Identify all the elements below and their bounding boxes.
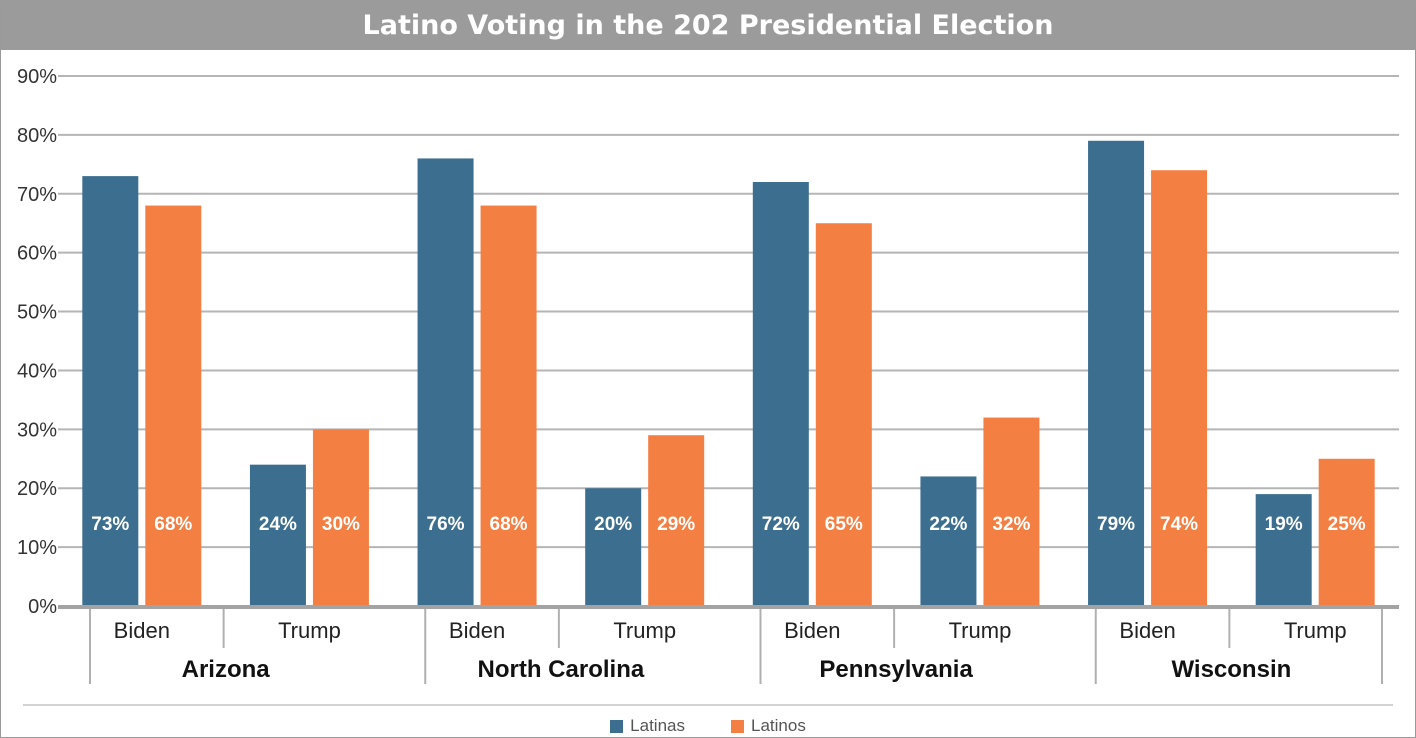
bar [1151,170,1208,606]
y-tick-label: 0% [28,596,57,618]
data-label: 32% [992,514,1030,535]
bar [815,223,872,606]
bar [920,476,977,606]
data-label: 73% [91,514,129,535]
legend-label-latinos: Latinos [751,716,806,735]
bar [417,158,474,606]
y-tick-label: 30% [17,419,57,441]
bar [145,205,202,607]
bar [82,176,139,606]
y-tick-label: 40% [17,360,57,382]
data-label: 72% [762,514,800,535]
legend-swatch-latinas [610,719,624,733]
data-label: 79% [1097,514,1135,535]
bar [1088,140,1145,606]
group-label: Pennsylvania [819,656,973,683]
legend-swatch-latinos [731,719,744,733]
data-label: 20% [594,514,632,535]
bar [1255,494,1312,606]
data-label: 74% [1160,514,1198,535]
y-tick-label: 50% [17,302,57,324]
data-label: 19% [1265,514,1303,535]
y-tick-label: 90% [17,66,57,88]
bar-chart: 0% 10% 20% 30% 40% 50% 60% 70% 80% 90% 73% 68% 24% 30… [17,66,1399,706]
y-tick-label: 10% [17,537,57,559]
legend-item-latinas: Latinas [610,716,685,736]
legend: Latinas Latinos [1,715,1415,737]
x-tick-label: Trump [278,618,341,643]
data-label: 68% [154,514,192,535]
data-label: 24% [259,514,297,535]
y-tick-label: 80% [17,125,57,147]
y-tick-label: 60% [17,243,57,265]
y-tick-label: 70% [17,184,57,206]
x-tick-label: Trump [949,618,1012,643]
x-tick-label: Trump [613,618,676,643]
bar [648,435,705,606]
data-label: 29% [657,514,695,535]
bar [312,429,369,606]
group-label: Wisconsin [1171,656,1291,683]
bar [480,205,537,607]
bar [1318,458,1375,606]
chart-title: Latino Voting in the 202 Presidential El… [1,1,1415,50]
data-label: 65% [825,514,863,535]
data-label: 68% [490,514,528,535]
data-label: 76% [427,514,465,535]
legend-item-latinos: Latinos [731,716,806,736]
x-tick-label: Biden [1119,618,1175,643]
data-label: 25% [1328,514,1366,535]
x-tick-label: Trump [1284,618,1347,643]
data-label: 30% [322,514,360,535]
bar [585,488,642,606]
bar [752,182,809,606]
data-label: 22% [929,514,967,535]
bar [983,417,1040,606]
legend-label-latinas: Latinas [630,716,685,735]
y-tick-label: 20% [17,478,57,500]
group-label: North Carolina [478,656,645,683]
bar [249,464,306,606]
x-tick-label: Biden [784,618,840,643]
x-tick-label: Biden [114,618,170,643]
x-tick-label: Biden [449,618,505,643]
group-label: Arizona [182,656,271,683]
